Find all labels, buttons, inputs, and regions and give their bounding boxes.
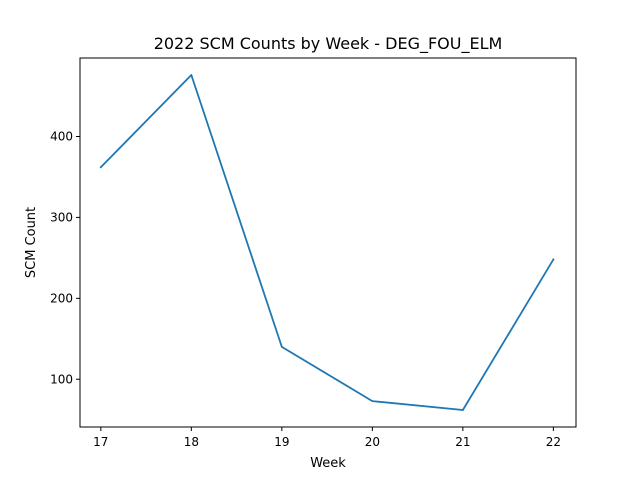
x-tick-label: 22 bbox=[546, 435, 561, 449]
data-point bbox=[371, 400, 374, 403]
y-tick-label: 100 bbox=[50, 372, 73, 386]
plot-background bbox=[80, 58, 576, 427]
plot-frame bbox=[79, 57, 577, 428]
chart-title: 2022 SCM Counts by Week - DEG_FOU_ELM bbox=[154, 34, 503, 54]
data-point bbox=[99, 166, 102, 169]
x-tick-label: 20 bbox=[365, 435, 380, 449]
data-point bbox=[461, 409, 464, 411]
series-line bbox=[99, 74, 555, 411]
y-tick-label: 300 bbox=[50, 210, 73, 224]
y-axis-label: SCM Count bbox=[24, 207, 39, 278]
data-point bbox=[280, 345, 283, 348]
x-tick-label: 18 bbox=[184, 435, 199, 449]
x-tick-label: 17 bbox=[93, 435, 108, 449]
x-axis-label: Week bbox=[310, 456, 346, 471]
data-point bbox=[190, 74, 193, 76]
series-layer bbox=[99, 74, 555, 411]
y-tick-label: 400 bbox=[50, 129, 73, 143]
data-point bbox=[552, 258, 555, 261]
x-tick-label: 19 bbox=[274, 435, 289, 449]
x-tick-label: 21 bbox=[455, 435, 470, 449]
y-tick-label: 200 bbox=[50, 291, 73, 305]
tick-layer: 17 18 19 20 21 22 100 200 300 400 bbox=[50, 129, 561, 449]
